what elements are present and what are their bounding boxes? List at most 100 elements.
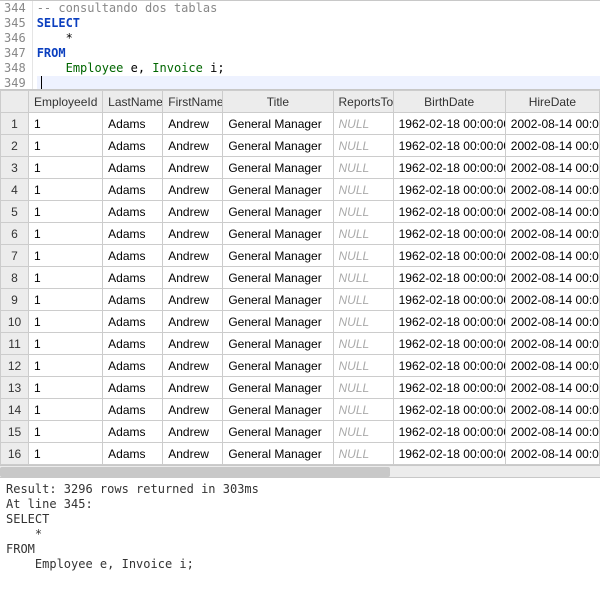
grid-cell[interactable]: Adams [103,113,163,135]
grid-column-header[interactable]: BirthDate [393,91,505,113]
grid-cell[interactable]: General Manager [223,377,333,399]
grid-cell[interactable]: 1 [29,399,103,421]
code-line[interactable]: Employee e, Invoice i; [37,61,600,76]
grid-cell[interactable]: 1 [29,267,103,289]
grid-cell[interactable]: 1 [29,443,103,465]
table-row[interactable]: 71AdamsAndrewGeneral ManagerNULL1962-02-… [1,245,600,267]
grid-cell[interactable]: 1962-02-18 00:00:00 [393,333,505,355]
grid-cell[interactable]: 1 [29,245,103,267]
grid-cell[interactable]: NULL [333,135,393,157]
grid-cell[interactable]: NULL [333,179,393,201]
grid-cell[interactable]: General Manager [223,157,333,179]
grid-cell[interactable]: 1 [29,113,103,135]
table-row[interactable]: 141AdamsAndrewGeneral ManagerNULL1962-02… [1,399,600,421]
grid-cell[interactable]: 1962-02-18 00:00:00 [393,201,505,223]
grid-cell[interactable]: 1 [29,179,103,201]
grid-cell[interactable]: General Manager [223,443,333,465]
grid-cell[interactable]: Adams [103,157,163,179]
grid-cell[interactable]: Adams [103,355,163,377]
grid-cell[interactable]: 2002-08-14 00:0 [505,443,599,465]
table-row[interactable]: 31AdamsAndrewGeneral ManagerNULL1962-02-… [1,157,600,179]
grid-cell[interactable]: Andrew [163,399,223,421]
grid-cell[interactable]: Andrew [163,311,223,333]
grid-column-header[interactable]: LastName [103,91,163,113]
grid-cell[interactable]: NULL [333,355,393,377]
grid-cell[interactable]: Andrew [163,201,223,223]
grid-cell[interactable]: Adams [103,135,163,157]
grid-column-header[interactable]: HireDate [505,91,599,113]
grid-cell[interactable]: 1962-02-18 00:00:00 [393,311,505,333]
grid-cell[interactable]: General Manager [223,201,333,223]
grid-cell[interactable]: 1962-02-18 00:00:00 [393,245,505,267]
grid-cell[interactable]: 1 [29,223,103,245]
code-line[interactable] [37,76,600,90]
grid-cell[interactable]: 1 [29,355,103,377]
grid-cell[interactable]: 1962-02-18 00:00:00 [393,223,505,245]
results-grid[interactable]: EmployeeIdLastNameFirstNameTitleReportsT… [0,90,600,465]
grid-cell[interactable]: 1 [29,289,103,311]
grid-cell[interactable]: 1962-02-18 00:00:00 [393,443,505,465]
grid-cell[interactable]: Andrew [163,421,223,443]
grid-cell[interactable]: 2002-08-14 00:0 [505,377,599,399]
grid-cell[interactable]: 2002-08-14 00:0 [505,289,599,311]
grid-cell[interactable]: 1962-02-18 00:00:00 [393,113,505,135]
grid-cell[interactable]: General Manager [223,421,333,443]
grid-cell[interactable]: 2002-08-14 00:0 [505,201,599,223]
sql-editor[interactable]: 344345346347348349 -- consultando dos ta… [0,0,600,90]
grid-cell[interactable]: 1962-02-18 00:00:00 [393,421,505,443]
grid-cell[interactable]: 1962-02-18 00:00:00 [393,377,505,399]
grid-cell[interactable]: Adams [103,245,163,267]
grid-cell[interactable]: NULL [333,223,393,245]
grid-cell[interactable]: Adams [103,443,163,465]
grid-cell[interactable]: 2002-08-14 00:0 [505,333,599,355]
grid-cell[interactable]: 2002-08-14 00:0 [505,421,599,443]
grid-cell[interactable]: Andrew [163,333,223,355]
table-row[interactable]: 61AdamsAndrewGeneral ManagerNULL1962-02-… [1,223,600,245]
editor-code-area[interactable]: -- consultando dos tablasSELECT *FROM Em… [33,1,600,89]
grid-cell[interactable]: 1 [29,135,103,157]
grid-cell[interactable]: 1962-02-18 00:00:00 [393,355,505,377]
grid-cell[interactable]: NULL [333,157,393,179]
grid-cell[interactable]: 1962-02-18 00:00:00 [393,157,505,179]
grid-cell[interactable]: 2002-08-14 00:0 [505,179,599,201]
grid-cell[interactable]: 1962-02-18 00:00:00 [393,179,505,201]
table-row[interactable]: 81AdamsAndrewGeneral ManagerNULL1962-02-… [1,267,600,289]
grid-cell[interactable]: 1962-02-18 00:00:00 [393,289,505,311]
grid-cell[interactable]: Adams [103,289,163,311]
table-row[interactable]: 51AdamsAndrewGeneral ManagerNULL1962-02-… [1,201,600,223]
grid-cell[interactable]: NULL [333,443,393,465]
grid-cell[interactable]: General Manager [223,333,333,355]
code-line[interactable]: -- consultando dos tablas [37,1,600,16]
grid-cell[interactable]: Andrew [163,113,223,135]
grid-column-header[interactable]: Title [223,91,333,113]
grid-cell[interactable]: Adams [103,201,163,223]
grid-cell[interactable]: Adams [103,179,163,201]
grid-cell[interactable]: General Manager [223,355,333,377]
grid-cell[interactable]: General Manager [223,179,333,201]
grid-cell[interactable]: NULL [333,289,393,311]
grid-cell[interactable]: Andrew [163,443,223,465]
grid-cell[interactable]: 1 [29,201,103,223]
grid-cell[interactable]: 2002-08-14 00:0 [505,311,599,333]
grid-cell[interactable]: General Manager [223,399,333,421]
grid-cell[interactable]: General Manager [223,113,333,135]
grid-horizontal-scrollbar[interactable] [0,465,600,477]
grid-cell[interactable]: 2002-08-14 00:0 [505,267,599,289]
grid-cell[interactable]: General Manager [223,223,333,245]
grid-cell[interactable]: NULL [333,333,393,355]
table-row[interactable]: 111AdamsAndrewGeneral ManagerNULL1962-02… [1,333,600,355]
scrollbar-thumb[interactable] [0,467,390,477]
grid-cell[interactable]: Adams [103,333,163,355]
grid-cell[interactable]: NULL [333,377,393,399]
grid-cell[interactable]: Andrew [163,157,223,179]
grid-column-header[interactable]: EmployeeId [29,91,103,113]
grid-cell[interactable]: 1 [29,157,103,179]
table-row[interactable]: 101AdamsAndrewGeneral ManagerNULL1962-02… [1,311,600,333]
grid-cell[interactable]: Andrew [163,289,223,311]
grid-cell[interactable]: Adams [103,421,163,443]
grid-cell[interactable]: 1 [29,421,103,443]
grid-cell[interactable]: NULL [333,201,393,223]
grid-cell[interactable]: Andrew [163,355,223,377]
grid-cell[interactable]: NULL [333,399,393,421]
grid-cell[interactable]: Andrew [163,223,223,245]
